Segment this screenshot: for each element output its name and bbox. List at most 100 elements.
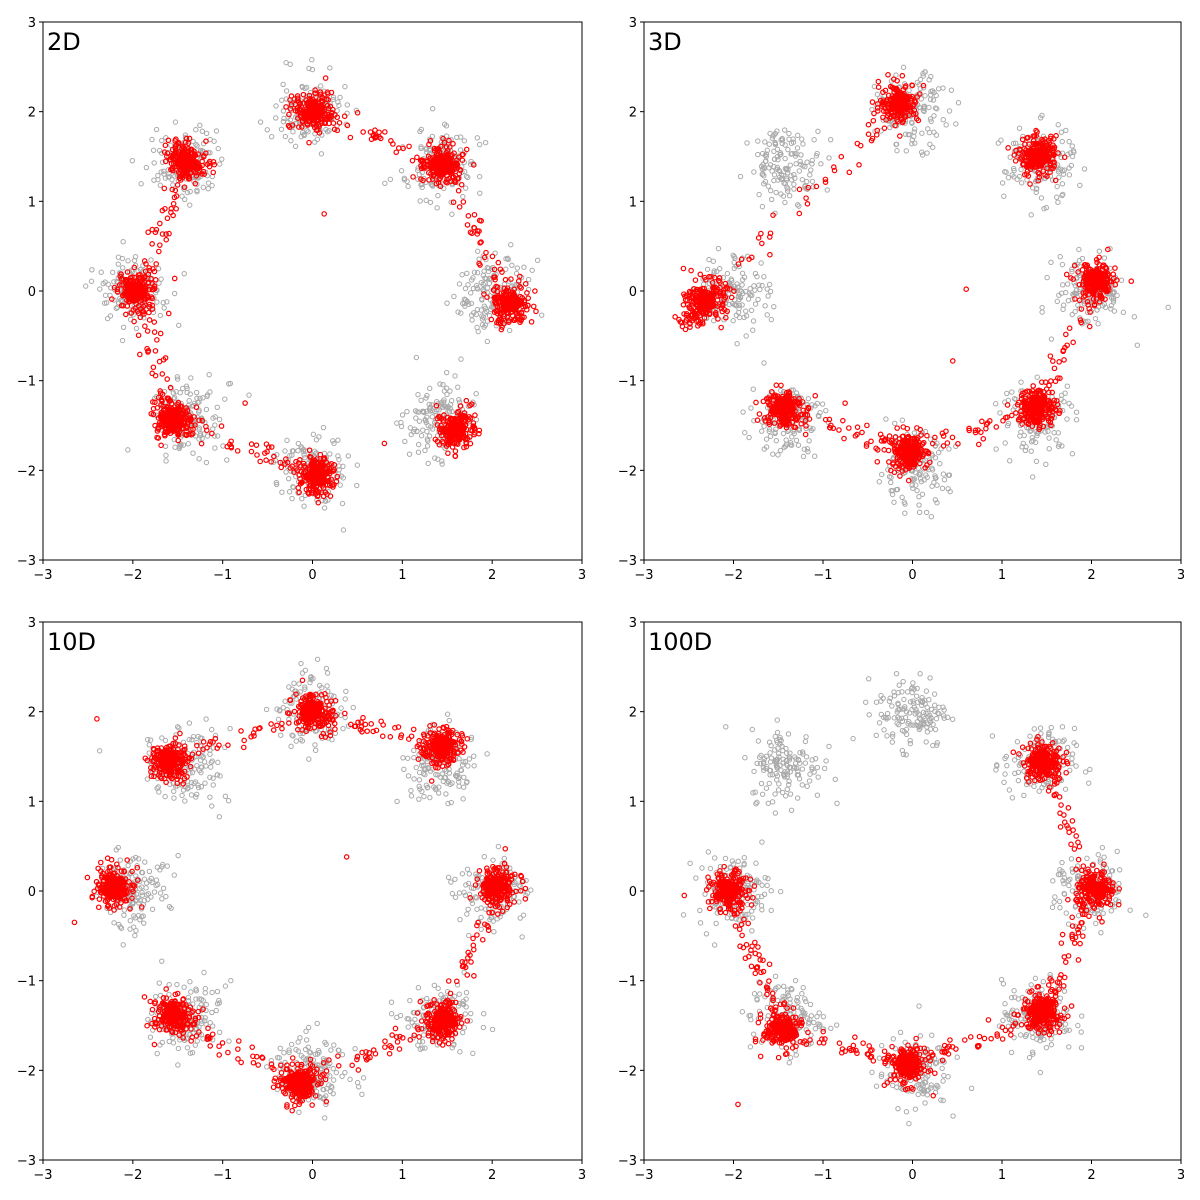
reference-point bbox=[284, 437, 290, 444]
reference-point bbox=[793, 437, 800, 444]
reference-point bbox=[427, 385, 433, 392]
reference-point bbox=[826, 155, 832, 161]
reference-point bbox=[224, 457, 230, 463]
reference-point bbox=[730, 317, 736, 324]
reference-point bbox=[159, 137, 165, 144]
x-tick-label: 1 bbox=[398, 568, 406, 583]
reference-point bbox=[283, 88, 290, 94]
y-tick-label: −1 bbox=[17, 375, 36, 390]
reference-point bbox=[924, 150, 930, 156]
reference-point bbox=[463, 173, 470, 180]
sample-point bbox=[162, 142, 169, 149]
reference-point bbox=[521, 264, 527, 270]
reference-point bbox=[800, 141, 806, 147]
reference-point bbox=[1055, 199, 1061, 205]
sample-point bbox=[151, 319, 158, 325]
reference-point bbox=[434, 205, 440, 211]
reference-point bbox=[288, 137, 294, 144]
sample-point bbox=[163, 236, 170, 243]
reference-point bbox=[1069, 143, 1075, 149]
reference-point bbox=[345, 453, 352, 459]
reference-point bbox=[115, 261, 121, 267]
reference-point bbox=[740, 409, 746, 415]
reference-point bbox=[150, 147, 157, 154]
reference-point bbox=[752, 301, 759, 307]
reference-point bbox=[751, 169, 757, 175]
reference-point bbox=[764, 312, 770, 318]
reference-point bbox=[1069, 450, 1076, 457]
reference-point bbox=[1029, 474, 1036, 480]
reference-point bbox=[316, 434, 322, 440]
sample-point bbox=[154, 337, 160, 343]
reference-point bbox=[387, 176, 394, 183]
reference-point bbox=[469, 317, 475, 323]
reference-point bbox=[761, 423, 767, 429]
reference-point bbox=[914, 487, 920, 494]
reference-point bbox=[1028, 448, 1034, 454]
reference-point bbox=[216, 161, 223, 167]
sample-point bbox=[488, 316, 495, 323]
reference-point bbox=[876, 479, 882, 485]
reference-point bbox=[796, 168, 803, 174]
sample-point bbox=[409, 157, 416, 164]
reference-point bbox=[311, 139, 318, 145]
reference-point bbox=[283, 59, 289, 66]
reference-point bbox=[264, 127, 270, 133]
reference-point bbox=[468, 158, 474, 165]
reference-point bbox=[204, 433, 211, 439]
sample-point bbox=[161, 185, 168, 192]
reference-point bbox=[480, 272, 487, 279]
reference-point bbox=[1066, 172, 1073, 178]
reference-point bbox=[999, 180, 1006, 186]
reference-point bbox=[935, 86, 942, 92]
reference-point bbox=[1039, 304, 1045, 311]
reference-point bbox=[1101, 255, 1108, 261]
reference-point bbox=[474, 248, 481, 254]
reference-point bbox=[131, 257, 138, 264]
reference-point bbox=[801, 446, 808, 452]
reference-point bbox=[737, 173, 744, 180]
y-tick-label: −2 bbox=[17, 464, 36, 479]
reference-point bbox=[104, 315, 111, 322]
sample-point bbox=[157, 220, 163, 227]
reference-point bbox=[1096, 248, 1103, 254]
reference-point bbox=[342, 83, 348, 90]
reference-point bbox=[186, 398, 192, 404]
reference-point bbox=[156, 280, 162, 286]
y-tick-label: 1 bbox=[28, 195, 36, 210]
sample-point bbox=[306, 139, 312, 146]
reference-point bbox=[330, 438, 336, 444]
panel-label: 2D bbox=[47, 28, 81, 56]
sample-point bbox=[393, 149, 400, 156]
reference-point bbox=[529, 267, 535, 273]
reference-point bbox=[1059, 282, 1066, 288]
reference-point bbox=[340, 527, 347, 533]
reference-point bbox=[196, 436, 202, 442]
reference-point bbox=[418, 145, 424, 152]
sample-point bbox=[533, 308, 539, 315]
reference-point bbox=[419, 184, 425, 191]
y-tick-label: 3 bbox=[28, 16, 36, 31]
sample-point bbox=[1040, 146, 1047, 153]
sample-point bbox=[869, 99, 876, 105]
reference-point bbox=[1063, 289, 1069, 296]
reference-point bbox=[290, 129, 296, 135]
reference-point bbox=[153, 126, 160, 133]
reference-point bbox=[891, 499, 897, 505]
reference-point bbox=[344, 102, 351, 108]
reference-point bbox=[415, 449, 422, 455]
reference-point bbox=[786, 193, 793, 199]
reference-point bbox=[762, 139, 768, 145]
sample-point bbox=[171, 275, 178, 282]
sample-point bbox=[161, 411, 169, 418]
reference-point bbox=[1066, 138, 1072, 145]
reference-point bbox=[120, 324, 127, 331]
reference-point bbox=[425, 460, 431, 467]
reference-point bbox=[170, 390, 177, 396]
reference-point bbox=[415, 391, 421, 398]
reference-point bbox=[470, 275, 476, 281]
reference-point bbox=[1060, 306, 1066, 313]
reference-point bbox=[424, 428, 430, 435]
reference-point bbox=[330, 94, 337, 100]
sample-point bbox=[1101, 285, 1108, 292]
